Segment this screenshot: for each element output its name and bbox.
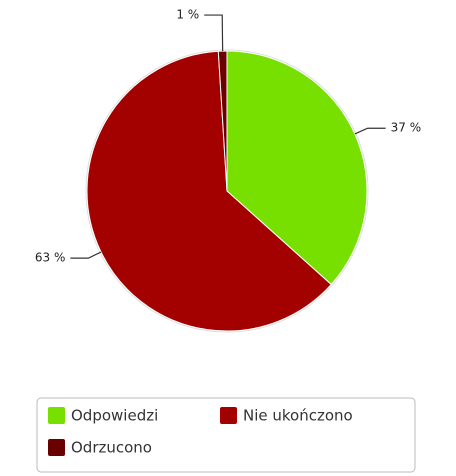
data-label: 37 % [391,121,422,135]
legend-box [36,397,416,473]
legend-label: Odpowiedzi [71,407,158,425]
leader-line [70,251,102,259]
legend-label: Nie ukończono [243,407,353,425]
data-label: 63 % [35,251,66,265]
legend-swatch [48,439,65,456]
legend-label: Odrzucono [71,439,152,457]
pie-slice [226,50,368,286]
legend-swatch [48,407,65,424]
leader-line [204,14,224,52]
data-label: 1 % [176,8,199,22]
leader-line [354,127,386,135]
pie-border [85,49,369,333]
legend-swatch [220,407,237,424]
